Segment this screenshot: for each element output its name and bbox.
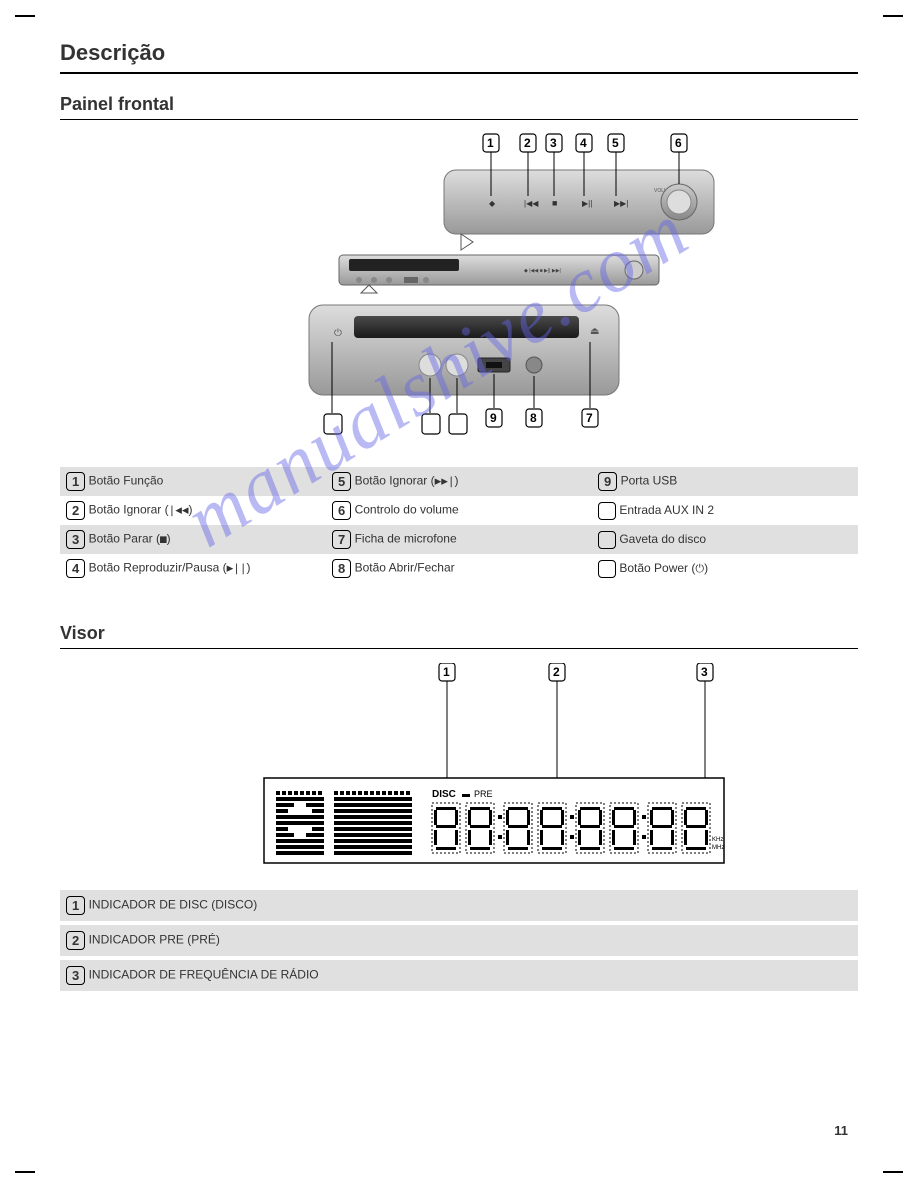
svg-text:3: 3	[701, 665, 708, 679]
display-table: 1 INDICADOR DE DISC (DISCO) 2 INDICADOR …	[60, 890, 858, 991]
svg-text:2: 2	[524, 136, 531, 150]
svg-text:7: 7	[586, 411, 593, 425]
svg-text:▶||: ▶||	[582, 199, 592, 208]
svg-text:■: ■	[552, 198, 557, 208]
svg-text:9: 9	[490, 411, 497, 425]
svg-text:MHz: MHz	[712, 845, 724, 851]
svg-text:4: 4	[580, 136, 587, 150]
svg-text:◆ |◀◀ ■ ▶|| ▶▶|: ◆ |◀◀ ■ ▶|| ▶▶|	[524, 268, 561, 274]
section2-heading: Visor	[60, 623, 858, 644]
svg-text:KHz: KHz	[712, 837, 723, 843]
svg-text:1: 1	[443, 665, 450, 679]
svg-text:◆: ◆	[489, 199, 496, 208]
svg-text:5: 5	[612, 136, 619, 150]
svg-text:PRE: PRE	[474, 789, 493, 799]
svg-text:1: 1	[487, 136, 494, 150]
svg-text:2: 2	[553, 665, 560, 679]
front-panel-figure: ◆ |◀◀ ■ ▶|| ▶▶| VOLUME 1 2 3 4 5 6 ◆ |◀◀…	[60, 130, 858, 453]
main-heading: Descrição	[60, 40, 858, 66]
svg-text:⏏: ⏏	[590, 326, 599, 337]
section1-heading: Painel frontal	[60, 94, 858, 115]
svg-text:3: 3	[550, 136, 557, 150]
svg-text:DISC: DISC	[432, 789, 456, 800]
svg-text:8: 8	[530, 411, 537, 425]
svg-text:6: 6	[675, 136, 682, 150]
svg-text:|◀◀: |◀◀	[524, 199, 539, 208]
display-figure: 1 2 3 DISC PRE	[60, 663, 858, 876]
front-panel-table: 1 Botão Função 5 Botão Ignorar (▶▶|) 9 P…	[60, 467, 858, 583]
svg-text:⏻: ⏻	[334, 328, 342, 339]
page-number: 11	[834, 1123, 848, 1138]
svg-text:▶▶|: ▶▶|	[614, 199, 628, 208]
